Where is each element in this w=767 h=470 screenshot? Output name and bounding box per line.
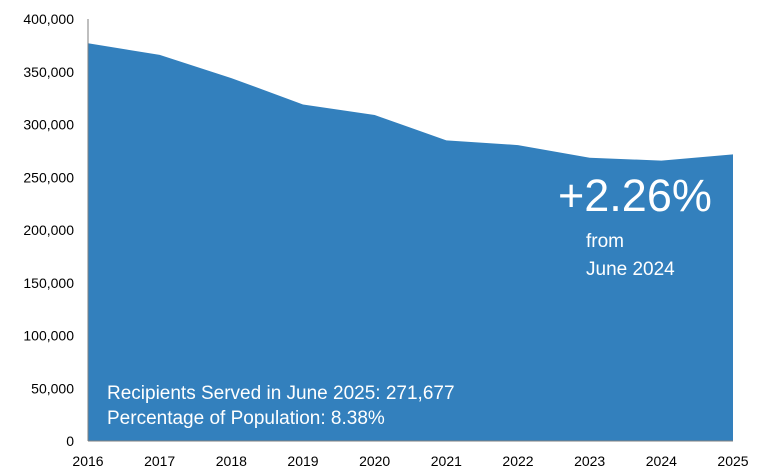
recipients-served-text: Recipients Served in June 2025: 271,677 — [107, 383, 455, 404]
y-tick-label: 100,000 — [23, 328, 74, 344]
population-percentage-text: Percentage of Population: 8.38% — [107, 408, 385, 429]
x-tick-label: 2020 — [359, 453, 390, 469]
y-tick-label: 200,000 — [23, 222, 74, 238]
x-tick-label: 2016 — [72, 453, 103, 469]
change-percentage: +2.26% — [558, 170, 712, 221]
y-tick-label: 350,000 — [23, 64, 74, 80]
y-tick-label: 400,000 — [23, 11, 74, 27]
y-axis-tick-labels: 0 50,000 100,000 150,000 200,000 250,000 300,0… — [23, 11, 74, 449]
x-tick-label: 2022 — [502, 453, 533, 469]
x-tick-label: 2018 — [216, 453, 247, 469]
y-tick-label: 50,000 — [31, 380, 74, 396]
y-tick-label: 300,000 — [23, 117, 74, 133]
change-from-label: from — [586, 231, 624, 252]
x-axis-tick-labels: 2016 2017 2018 2019 2020 2021 2022 2023 2024 2025 — [72, 453, 748, 469]
x-tick-label: 2025 — [717, 453, 748, 469]
y-tick-label: 0 — [66, 433, 74, 449]
x-tick-label: 2021 — [431, 453, 462, 469]
y-tick-label: 150,000 — [23, 275, 74, 291]
x-tick-label: 2019 — [287, 453, 318, 469]
change-date-label: June 2024 — [586, 259, 675, 280]
x-tick-label: 2023 — [574, 453, 605, 469]
recipients-area — [88, 43, 733, 441]
y-tick-label: 250,000 — [23, 169, 74, 185]
x-tick-label: 2024 — [646, 453, 677, 469]
x-tick-label: 2017 — [144, 453, 175, 469]
